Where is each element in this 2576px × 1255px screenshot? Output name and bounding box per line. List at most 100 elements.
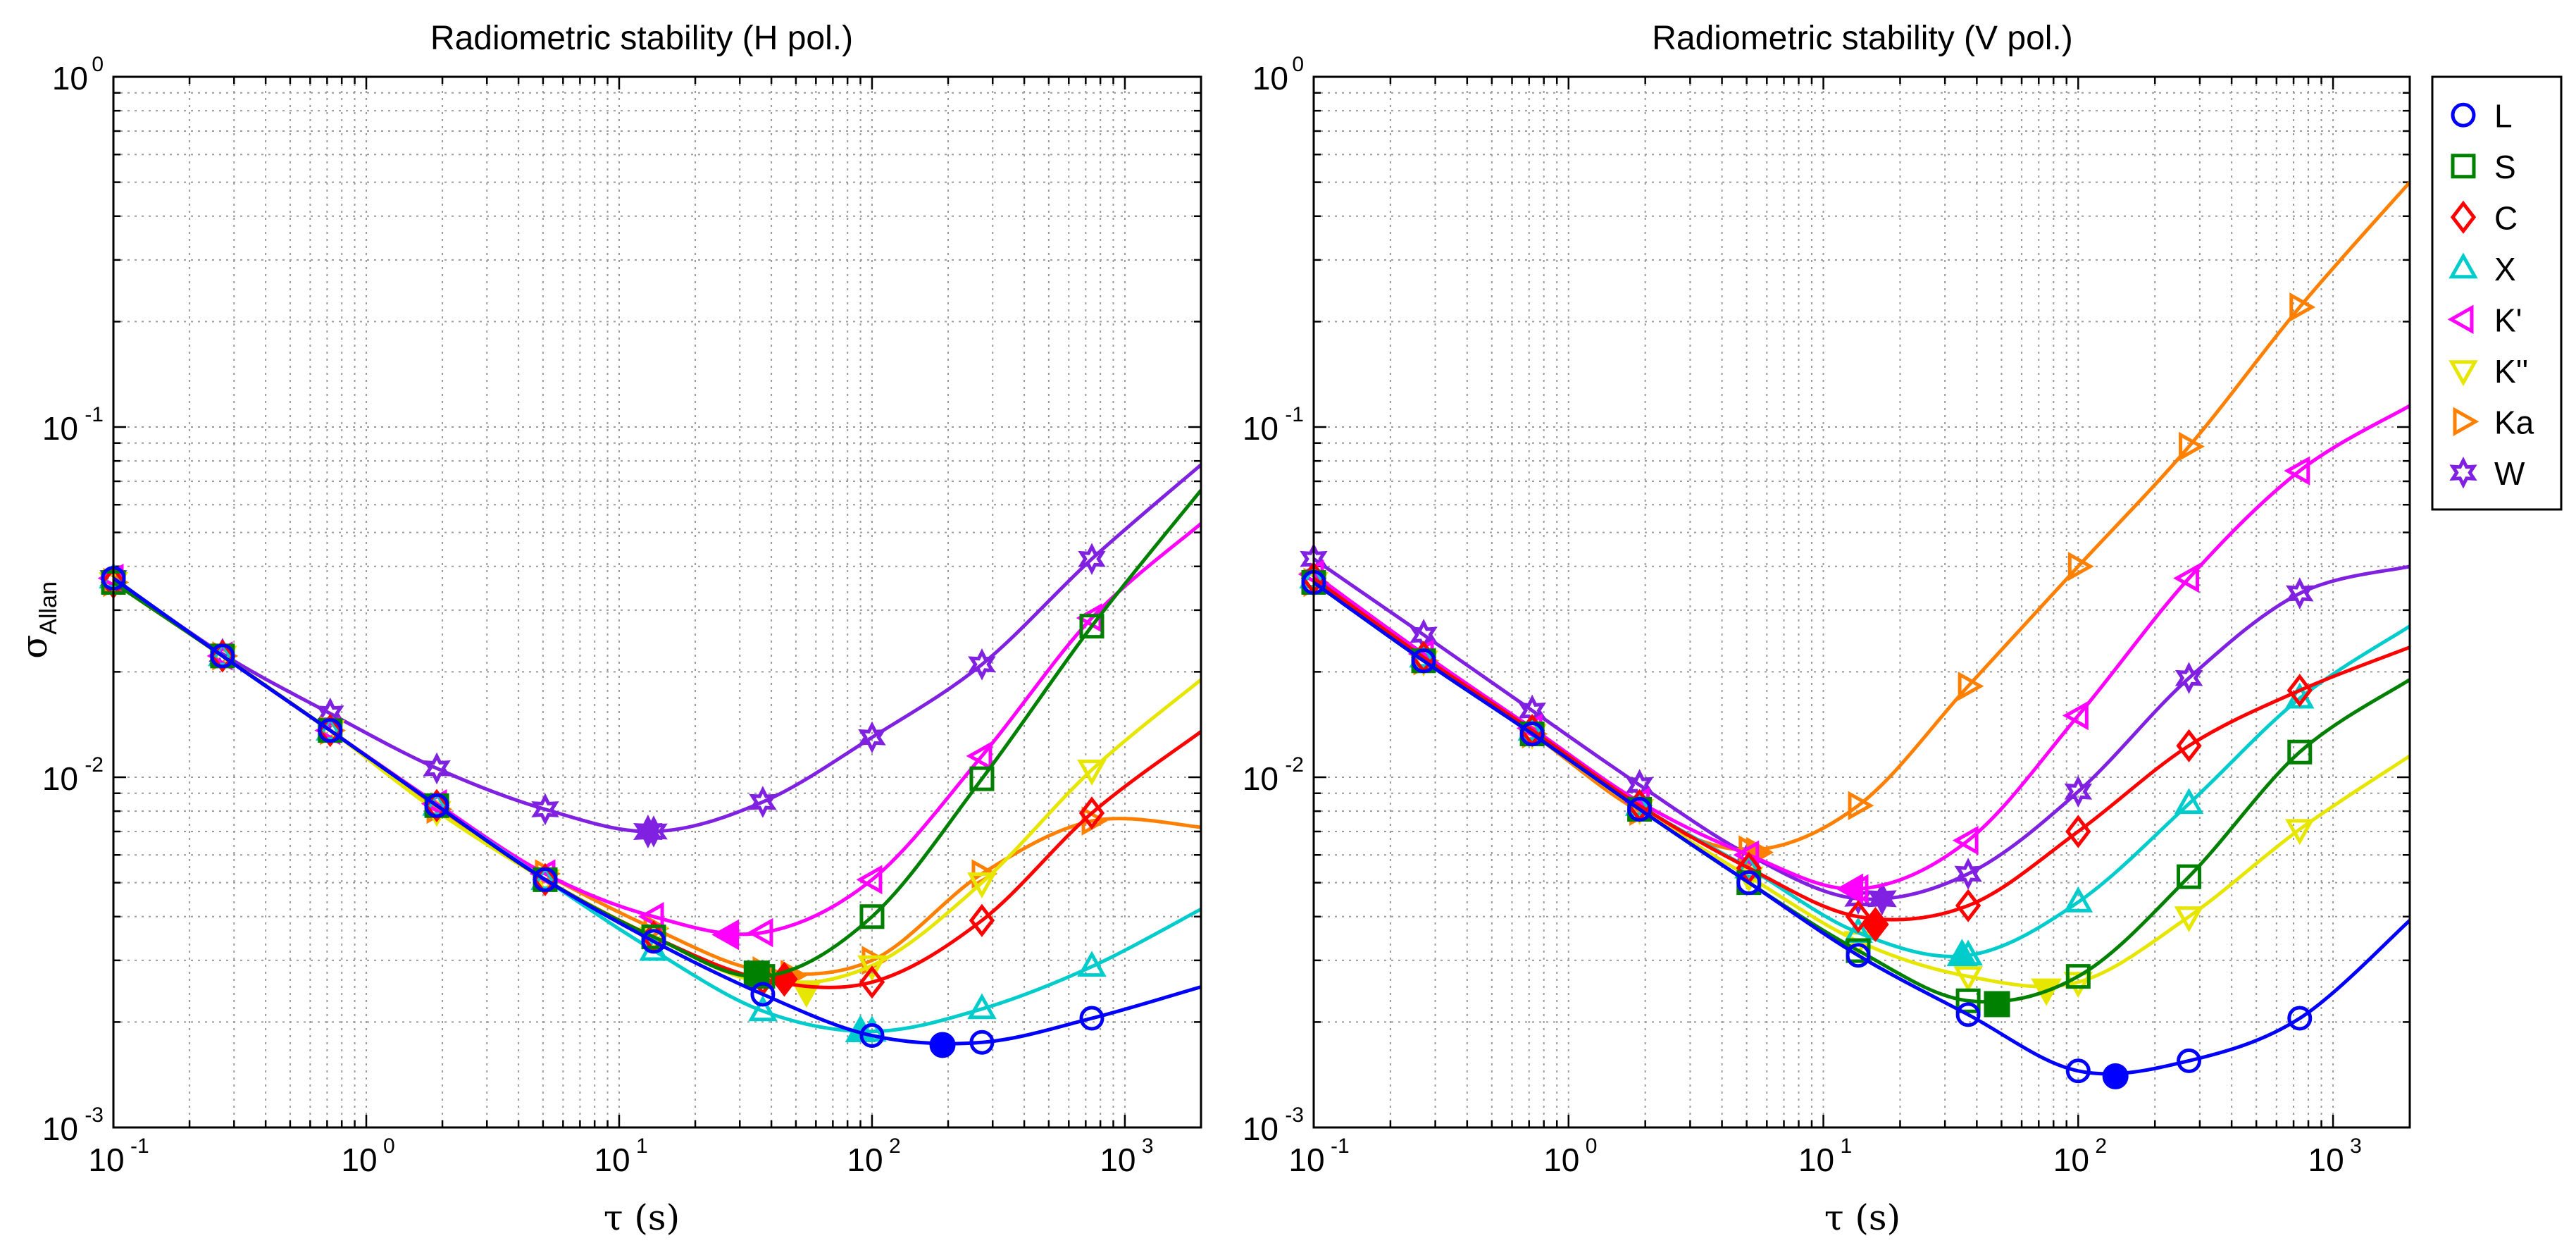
series-w xyxy=(99,463,1201,848)
data-point-l xyxy=(424,793,449,818)
data-point-c xyxy=(1955,889,1981,922)
data-point-x xyxy=(2063,886,2093,913)
x-tick-label: 10 xyxy=(88,1142,124,1178)
legend-label: C xyxy=(2494,199,2518,236)
data-point-l xyxy=(318,718,343,743)
legend-label: L xyxy=(2494,97,2513,134)
data-point-k-prime xyxy=(747,917,773,948)
data-point-c xyxy=(969,903,995,937)
chart-panel-h-pol: Radiometric stability (H pol.) τ (s) σAl… xyxy=(14,20,1202,1238)
data-point-l xyxy=(1079,1006,1105,1031)
x-tick-label-exponent: -1 xyxy=(1331,1135,1350,1158)
legend-item-s: S xyxy=(2451,149,2516,185)
series-line-k-prime xyxy=(1314,404,2410,891)
data-point-ka xyxy=(1848,791,1874,821)
x-tick-label: 10 xyxy=(1543,1142,1579,1178)
data-point-k-double-prime xyxy=(2063,972,2093,999)
data-point-l xyxy=(641,929,666,954)
data-point-w xyxy=(968,648,996,681)
y-axis-label-main: σ xyxy=(14,635,55,659)
series-group xyxy=(1298,180,2410,1089)
x-tick-label: 10 xyxy=(847,1142,883,1178)
data-point-s xyxy=(969,766,995,791)
x-tick-label-exponent: 1 xyxy=(1841,1135,1853,1158)
axes-frame xyxy=(112,75,1202,1129)
data-point-s xyxy=(2177,864,2202,889)
data-point-c xyxy=(2176,729,2202,762)
y-tick-label: 10 xyxy=(42,410,78,447)
minimum-point-l xyxy=(2102,1063,2129,1089)
data-point-ka xyxy=(1958,671,1984,701)
data-point-x xyxy=(422,789,452,816)
data-point-k-prime xyxy=(1952,825,1979,855)
x-tick-label: 10 xyxy=(1798,1142,1834,1178)
legend-label: X xyxy=(2494,251,2516,288)
data-point-l xyxy=(859,1023,885,1049)
data-point-s xyxy=(1079,614,1105,639)
x-tick-label-exponent: 1 xyxy=(636,1135,648,1158)
x-tick-label-exponent: 3 xyxy=(2350,1135,2362,1158)
x-tick-label-exponent: 2 xyxy=(889,1135,901,1158)
legend-item-k-prime: K' xyxy=(2447,302,2522,338)
x-tick-label: 10 xyxy=(2308,1142,2344,1178)
data-point-w xyxy=(316,697,344,730)
data-point-l xyxy=(2287,1006,2313,1031)
data-point-k-double-prime xyxy=(1953,966,1983,992)
y-axis-label: σAllan xyxy=(14,581,62,659)
legend-marker-k-double-prime xyxy=(2449,360,2478,387)
data-point-w xyxy=(858,721,886,754)
y-tick-label: 10 xyxy=(1252,60,1288,97)
legend-marker-s xyxy=(2451,154,2476,179)
series-l xyxy=(1301,570,2410,1089)
legend-item-c: C xyxy=(2450,199,2518,236)
minimum-point-c xyxy=(1862,906,1889,942)
legend-label: K'' xyxy=(2494,353,2528,390)
data-point-x xyxy=(1077,951,1107,977)
series-line-l xyxy=(113,576,1201,1046)
data-point-ka xyxy=(2067,551,2094,581)
x-tick-label: 10 xyxy=(341,1142,377,1178)
legend-item-x: X xyxy=(2449,251,2516,288)
data-point-k-double-prime xyxy=(2285,819,2315,846)
y-tick-label-exponent: -3 xyxy=(1285,1103,1304,1127)
y-tick-label: 10 xyxy=(1243,410,1278,447)
data-point-ka xyxy=(2179,431,2205,462)
x-tick-label: 10 xyxy=(1288,1142,1324,1178)
minimum-point-w xyxy=(633,815,663,848)
data-point-w xyxy=(2285,577,2314,610)
x-tick-label: 10 xyxy=(2053,1142,2089,1178)
chart-panel-v-pol: Radiometric stability (V pol.) τ (s) 10-… xyxy=(1243,20,2411,1238)
data-point-c xyxy=(2286,674,2313,707)
minimum-point-s xyxy=(743,960,770,987)
legend-item-k-double-prime: K'' xyxy=(2449,353,2528,390)
data-point-k-prime xyxy=(2062,700,2089,731)
y-tick-label-exponent: -2 xyxy=(85,753,104,777)
minimum-point-x xyxy=(1946,939,1978,967)
data-point-w xyxy=(1954,858,1982,890)
legend-marker-l xyxy=(2451,102,2476,128)
data-point-w xyxy=(2064,775,2093,808)
data-point-l xyxy=(1519,721,1545,746)
minimum-point-k-prime xyxy=(1836,873,1864,905)
data-point-k-prime xyxy=(966,741,993,771)
x-tick-label-exponent: -1 xyxy=(130,1135,149,1158)
legend-label: Ka xyxy=(2494,404,2534,440)
data-point-l xyxy=(1411,648,1436,674)
legend-label: W xyxy=(2494,455,2525,492)
y-tick-label-exponent: 0 xyxy=(92,53,104,76)
minimum-point-k-prime xyxy=(711,919,740,951)
data-point-k-prime xyxy=(2173,563,2200,593)
minimum-point-w xyxy=(1867,882,1897,916)
minimum-point-s xyxy=(1984,991,2010,1018)
data-point-l xyxy=(969,1030,995,1055)
y-tick-label-exponent: -1 xyxy=(85,403,104,426)
x-axis-label: τ (s) xyxy=(604,1197,680,1238)
y-tick-label: 10 xyxy=(42,1111,78,1147)
data-point-l xyxy=(210,643,235,669)
data-point-s xyxy=(101,570,126,595)
data-point-x xyxy=(2174,788,2204,815)
grid xyxy=(1313,76,2410,1128)
y-tick-label-exponent: -2 xyxy=(1285,753,1304,777)
